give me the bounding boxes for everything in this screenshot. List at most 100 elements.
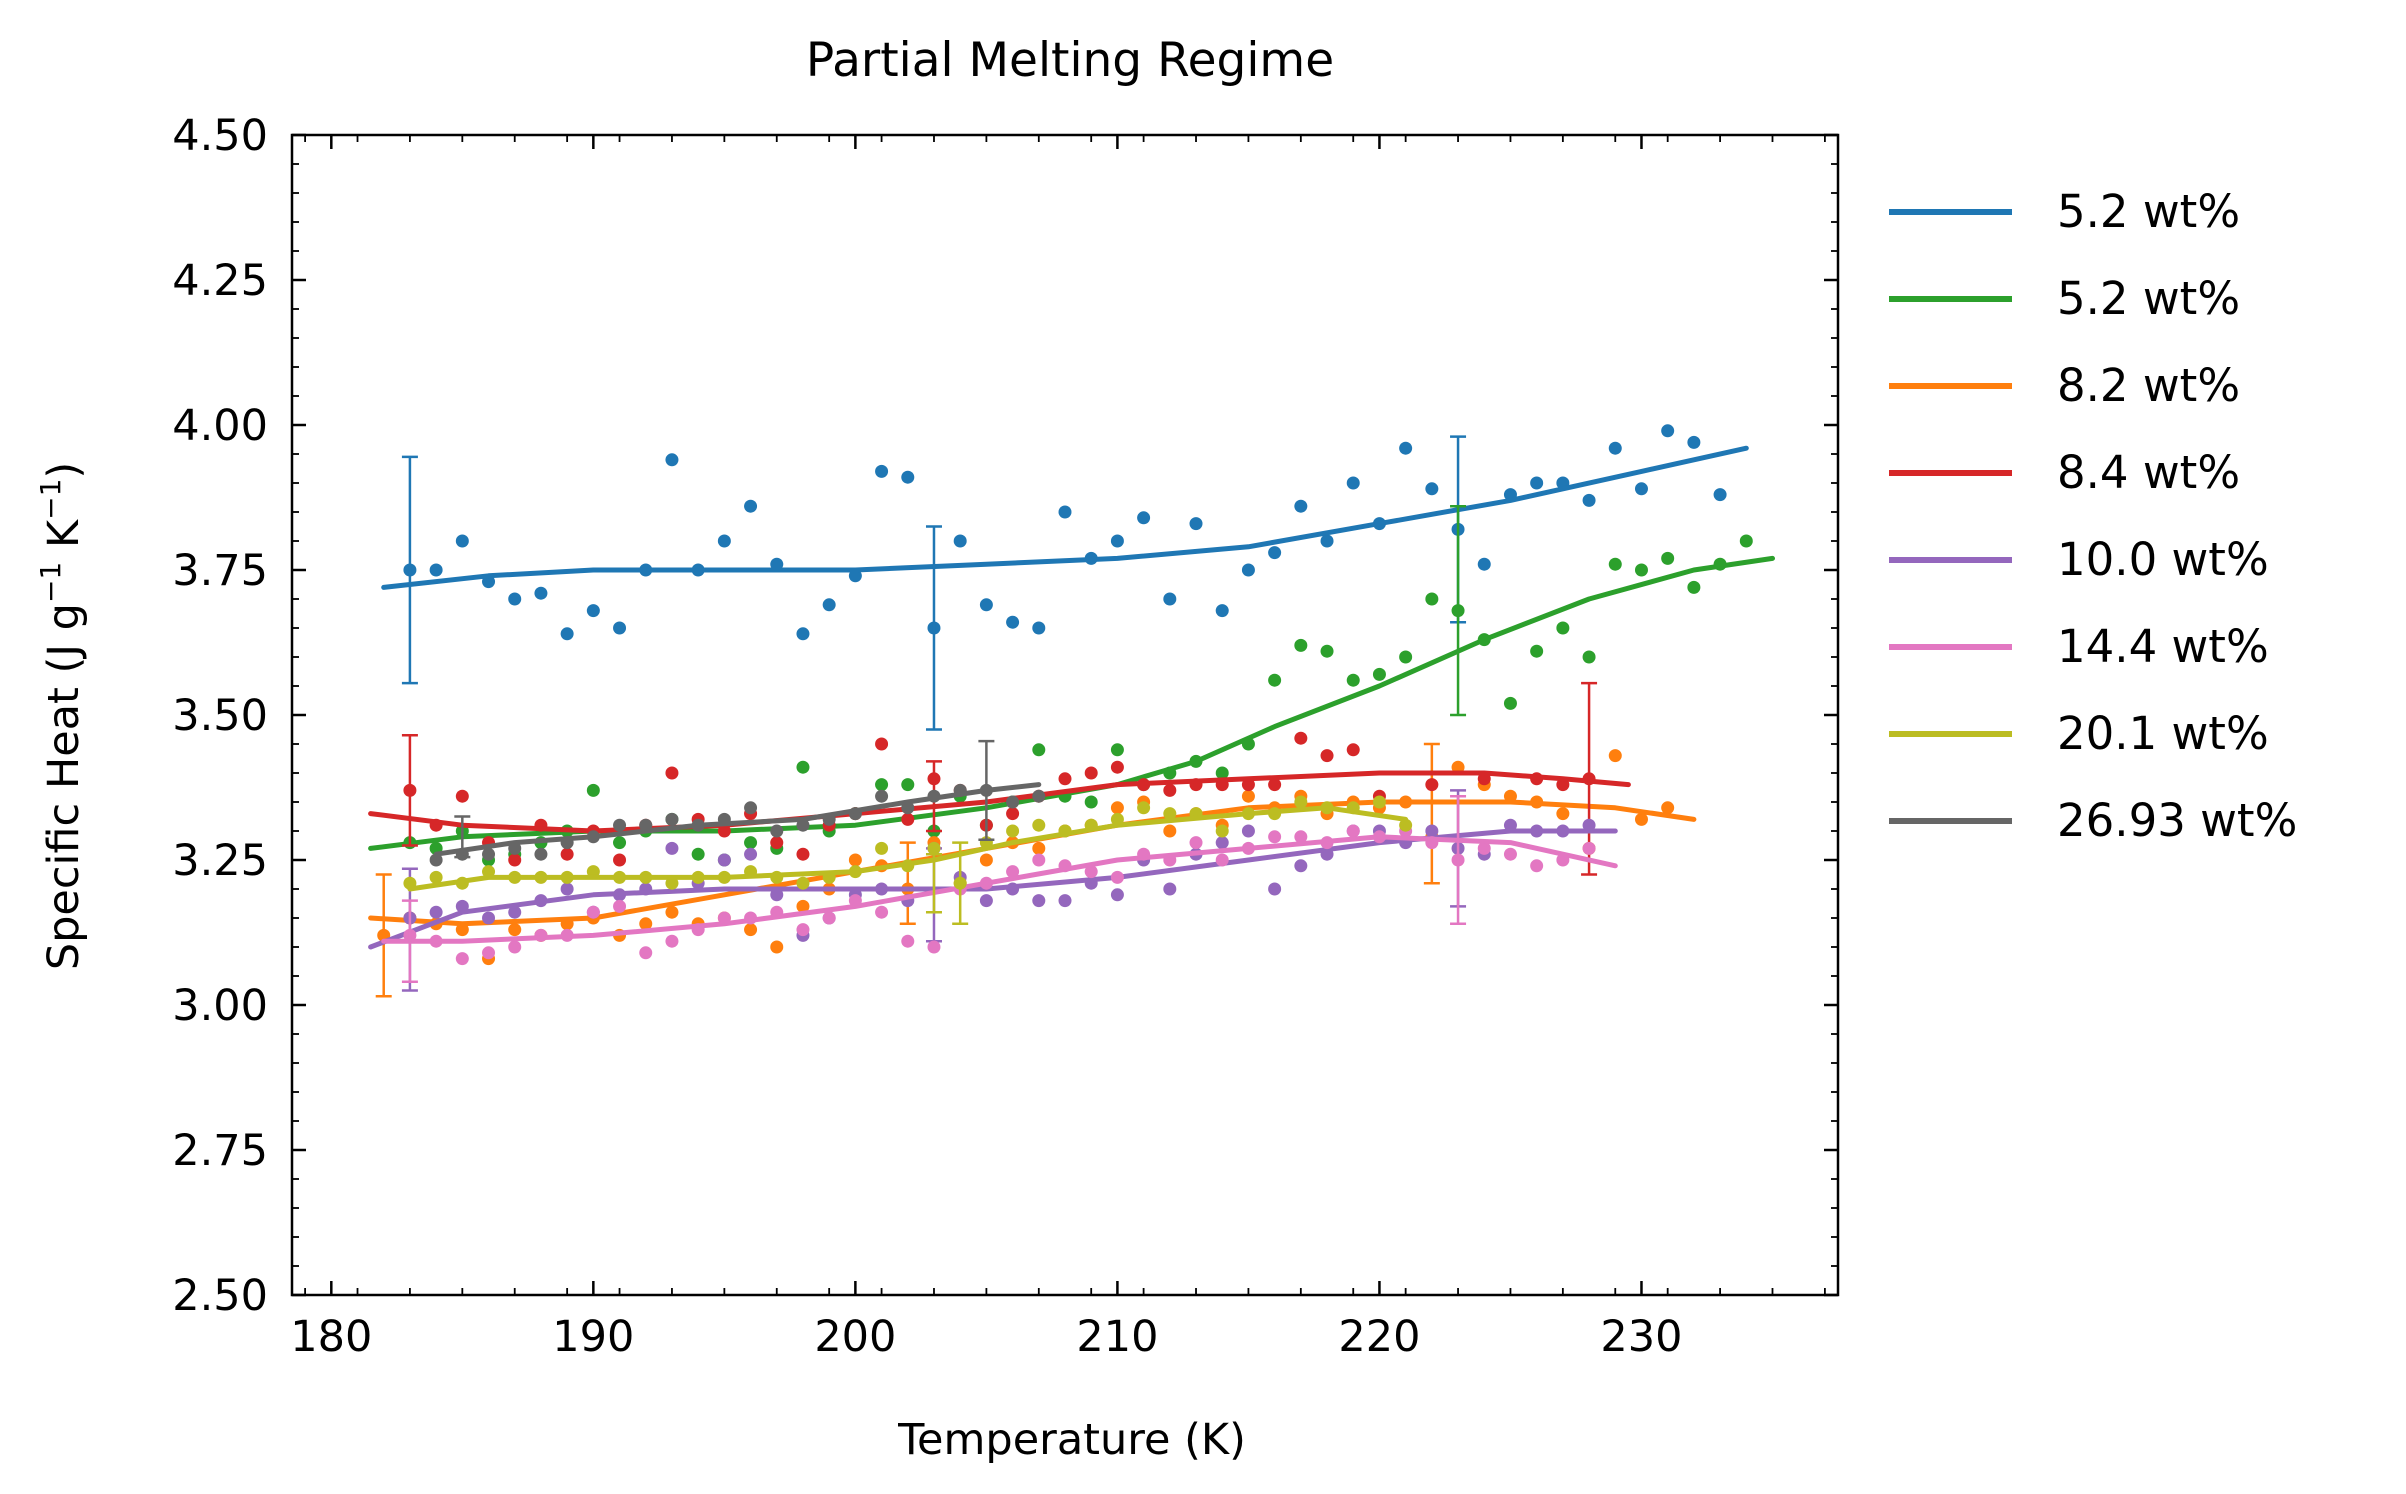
data-point <box>1346 673 1360 687</box>
data-point <box>1215 836 1229 850</box>
data-point <box>1530 859 1544 873</box>
x-tick-label: 220 <box>1338 1312 1420 1362</box>
data-point <box>455 923 469 937</box>
error-bar <box>1450 504 1467 717</box>
y-tick-label: 4.25 <box>172 256 268 306</box>
data-point <box>1268 546 1282 560</box>
y-tick-label: 3.00 <box>172 981 268 1031</box>
data-point <box>1241 789 1255 803</box>
data-point <box>639 917 653 931</box>
data-point <box>1294 795 1308 809</box>
data-point <box>1425 482 1439 496</box>
data-point <box>455 952 469 966</box>
legend-item: 10.0 wt% <box>1889 533 2269 586</box>
data-point <box>1268 778 1282 792</box>
data-point <box>1110 870 1124 884</box>
fit-line <box>381 445 1749 590</box>
data-point <box>1687 435 1701 449</box>
data-point <box>1346 743 1360 757</box>
data-point <box>1346 476 1360 490</box>
data-point <box>1058 894 1072 908</box>
series-0 <box>381 424 1749 731</box>
data-point <box>1241 824 1255 838</box>
data-point <box>1634 812 1648 826</box>
data-point <box>508 940 522 954</box>
data-point <box>1215 824 1229 838</box>
data-point <box>875 737 889 751</box>
data-point <box>979 894 993 908</box>
data-point <box>1346 824 1360 838</box>
fit-line <box>368 799 1697 927</box>
legend-label: 5.2 wt% <box>2057 272 2240 325</box>
data-point <box>1163 592 1177 606</box>
data-point <box>613 899 627 913</box>
data-point <box>429 870 443 884</box>
data-point <box>796 847 810 861</box>
data-point <box>1084 766 1098 780</box>
legend-label: 8.2 wt% <box>2057 359 2240 412</box>
data-point <box>1661 801 1675 815</box>
data-point <box>613 836 627 850</box>
data-point <box>822 911 836 925</box>
x-tick-label: 210 <box>1076 1312 1158 1362</box>
data-point <box>1582 493 1596 507</box>
axes-ticks: 180 190 200 210 220 230 2.50 2.75 3.00 3.25 3.50 3.… <box>172 111 1838 1362</box>
series-6 <box>403 795 1413 926</box>
data-point <box>1215 853 1229 867</box>
legend-item: 26.93 wt% <box>1889 794 2297 847</box>
data-point <box>875 464 889 478</box>
data-point <box>875 905 889 919</box>
error-bar <box>375 873 392 998</box>
data-point <box>1739 534 1753 548</box>
data-point <box>796 760 810 774</box>
data-point <box>1451 760 1465 774</box>
legend-item: 5.2 wt% <box>1889 185 2240 238</box>
legend-item: 8.2 wt% <box>1889 359 2240 412</box>
data-point <box>1320 644 1334 658</box>
x-axis-label: Temperature (K) <box>897 1415 1246 1465</box>
y-tick-label: 2.50 <box>172 1271 268 1321</box>
data-point <box>1477 841 1491 855</box>
chart-title: Partial Melting Regime <box>806 33 1334 88</box>
data-point <box>665 453 679 467</box>
data-point <box>482 911 496 925</box>
data-point <box>1032 894 1046 908</box>
plot-frame <box>290 133 1840 1297</box>
data-point <box>665 876 679 890</box>
data-point <box>1163 882 1177 896</box>
series-5 <box>381 794 1618 984</box>
data-point <box>534 586 548 600</box>
data-point <box>1477 557 1491 571</box>
data-point <box>1163 824 1177 838</box>
data-point <box>1634 482 1648 496</box>
data-point <box>1320 534 1334 548</box>
data-point <box>1084 865 1098 879</box>
data-point <box>1006 615 1020 629</box>
data-point <box>1110 888 1124 902</box>
data-point <box>796 876 810 890</box>
y-axis-label-superscript: −1 <box>34 479 67 520</box>
data-point <box>1058 505 1072 519</box>
fit-line <box>381 834 1618 944</box>
data-point <box>665 766 679 780</box>
data-point <box>613 621 627 635</box>
data-point <box>770 940 784 954</box>
data-point <box>1425 778 1439 792</box>
data-point <box>639 946 653 960</box>
data-point <box>1687 580 1701 594</box>
data-point <box>1110 534 1124 548</box>
data-point <box>875 789 889 803</box>
y-tick-label: 4.00 <box>172 401 268 451</box>
plot-data-layer <box>368 424 1775 998</box>
error-bar <box>1423 742 1440 885</box>
data-point <box>586 604 600 618</box>
data-point <box>1556 621 1570 635</box>
data-point <box>482 946 496 960</box>
fit-line <box>368 770 1631 834</box>
data-point <box>1268 830 1282 844</box>
data-point <box>534 847 548 861</box>
legend-item: 14.4 wt% <box>1889 620 2269 673</box>
data-point <box>1241 563 1255 577</box>
data-point <box>1661 551 1675 565</box>
